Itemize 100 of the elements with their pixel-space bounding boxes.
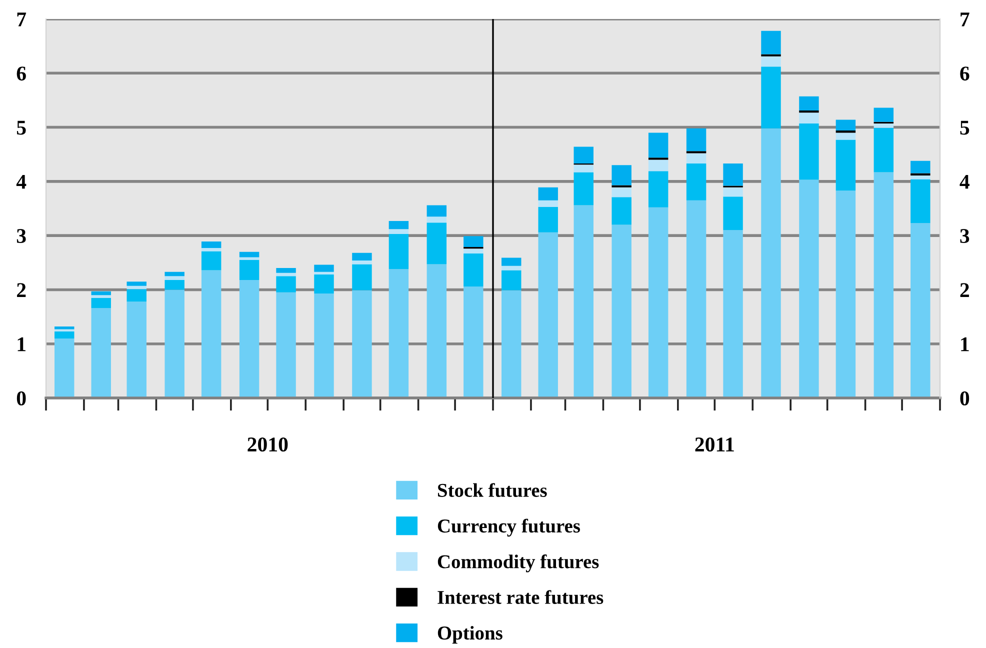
legend-label: Currency futures bbox=[438, 518, 580, 537]
y2-tick-label: 6 bbox=[960, 66, 970, 81]
bar bbox=[761, 66, 781, 128]
bar bbox=[239, 260, 260, 280]
bar bbox=[910, 179, 930, 224]
bar bbox=[574, 172, 594, 206]
y-tick-label: 6 bbox=[16, 66, 26, 81]
bar bbox=[276, 292, 296, 398]
bar bbox=[799, 96, 819, 110]
bar bbox=[502, 266, 522, 270]
bar bbox=[388, 220, 409, 230]
bar bbox=[723, 187, 743, 197]
bar bbox=[201, 242, 222, 248]
bar bbox=[464, 286, 484, 398]
bar bbox=[426, 264, 447, 398]
bar bbox=[201, 248, 222, 252]
bar bbox=[426, 216, 447, 223]
bar bbox=[648, 207, 668, 398]
y-tick-label: 4 bbox=[16, 174, 26, 189]
bar bbox=[723, 164, 743, 186]
bar bbox=[761, 56, 781, 67]
bar bbox=[574, 164, 594, 172]
bar bbox=[799, 112, 819, 124]
y2-tick-label: 4 bbox=[960, 174, 970, 189]
bar bbox=[91, 308, 111, 398]
bar bbox=[239, 252, 260, 258]
bar bbox=[126, 282, 146, 286]
x-tick-label: 2011 bbox=[695, 437, 734, 452]
bar bbox=[352, 264, 372, 290]
y-tick-label: 1 bbox=[18, 337, 26, 352]
y2-tick-label: 1 bbox=[961, 337, 969, 352]
bar bbox=[538, 206, 558, 232]
bar bbox=[239, 280, 260, 398]
bar bbox=[54, 338, 74, 398]
bar bbox=[799, 180, 819, 398]
bar bbox=[874, 123, 894, 128]
y2-tick-label: 0 bbox=[960, 391, 970, 406]
bar bbox=[426, 205, 447, 217]
bar bbox=[388, 229, 409, 234]
bar bbox=[538, 200, 558, 207]
bar bbox=[91, 295, 111, 298]
y-tick-label: 7 bbox=[17, 12, 26, 26]
bar bbox=[910, 160, 930, 174]
bar bbox=[276, 272, 296, 276]
bar bbox=[201, 270, 222, 398]
legend-label: Options bbox=[438, 626, 502, 644]
bar bbox=[761, 128, 781, 398]
bar bbox=[874, 128, 894, 172]
bar bbox=[54, 326, 74, 330]
bar bbox=[723, 196, 743, 230]
bar bbox=[276, 276, 296, 292]
bar bbox=[686, 200, 706, 398]
bar bbox=[164, 272, 184, 276]
bar bbox=[502, 290, 522, 398]
bar bbox=[836, 140, 856, 191]
bar bbox=[276, 268, 296, 273]
bar bbox=[612, 224, 632, 398]
bar bbox=[239, 257, 260, 260]
bar bbox=[799, 123, 819, 180]
bar bbox=[648, 132, 668, 158]
bar bbox=[164, 276, 184, 280]
bar bbox=[874, 108, 894, 122]
bar bbox=[352, 290, 372, 398]
bar bbox=[502, 258, 522, 266]
bar bbox=[314, 264, 334, 272]
bar bbox=[126, 302, 146, 398]
bar bbox=[314, 274, 334, 294]
bar bbox=[574, 205, 594, 398]
bar bbox=[686, 164, 706, 200]
bar bbox=[686, 128, 706, 152]
bar bbox=[464, 248, 484, 254]
bar bbox=[538, 232, 558, 398]
bar bbox=[91, 291, 111, 296]
legend-label: Stock futures bbox=[438, 483, 547, 497]
legend-label: Commodity futures bbox=[438, 554, 599, 572]
bar bbox=[352, 260, 372, 264]
legend-label: Interest rate futures bbox=[438, 590, 604, 604]
bar bbox=[352, 252, 372, 260]
bar bbox=[126, 286, 146, 290]
bar bbox=[910, 223, 930, 398]
bar bbox=[464, 253, 484, 286]
bar bbox=[574, 146, 594, 164]
bar bbox=[388, 269, 409, 398]
bar bbox=[836, 120, 856, 131]
bar bbox=[612, 165, 632, 186]
y2-tick-label: 7 bbox=[960, 12, 970, 26]
bar bbox=[314, 272, 334, 275]
x-tick-label: 2010 bbox=[248, 437, 288, 452]
bar bbox=[910, 175, 930, 180]
bar bbox=[723, 230, 743, 398]
bar bbox=[761, 30, 781, 54]
bar bbox=[612, 187, 632, 198]
bar bbox=[201, 251, 222, 270]
bar bbox=[648, 160, 668, 172]
bar bbox=[686, 153, 706, 164]
y2-tick-label: 2 bbox=[960, 283, 969, 297]
bar bbox=[164, 280, 184, 290]
bar bbox=[538, 187, 558, 200]
bar bbox=[874, 172, 894, 398]
bar bbox=[126, 289, 146, 302]
